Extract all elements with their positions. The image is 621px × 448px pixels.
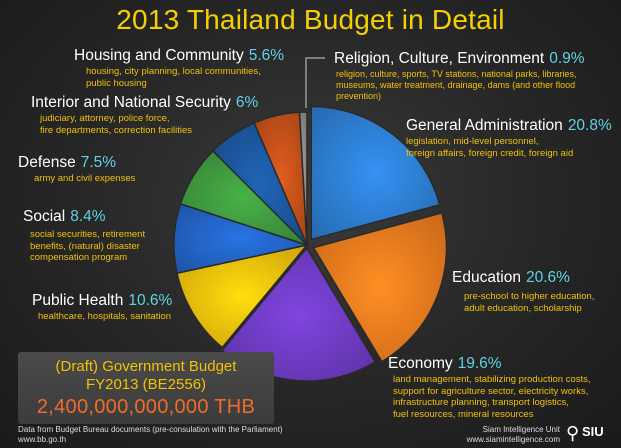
slice-percent: 5.6% [248, 47, 285, 64]
slice-desc-line: adult education, scholarship [464, 302, 582, 314]
slice-percent: 10.6% [128, 292, 173, 309]
slice-percent: 0.9% [549, 50, 585, 67]
label-interior-national-security: Interior and National Security 6% judicia… [31, 94, 258, 136]
slice-name: General Administration [406, 117, 563, 134]
label-social: Social 8.4% social securities, retirement… [23, 208, 145, 264]
slice-desc-line: benefits, (natural) disaster [30, 240, 140, 252]
slice-name: Interior and National Security [31, 94, 231, 111]
source-url: www.bb.go.th [18, 435, 67, 444]
credit-line: Siam Intelligence Unit [482, 425, 560, 434]
slice-name: Public Health [32, 292, 124, 309]
slice-desc-line: prevention) [336, 91, 382, 101]
slice-desc-line: museums, water treatment, drainage, dams… [336, 80, 576, 90]
budget-amount: 2,400,000,000,000 THB [36, 396, 256, 418]
slice-desc-line: fire departments, correction facilities [40, 124, 193, 136]
slice-percent: 20.6% [525, 269, 570, 286]
logo-mark-icon: ⚲ [566, 423, 580, 443]
label-education: Education 20.6% pre-school to higher educ… [452, 269, 594, 314]
credit-url: www.siamintelligence.com [466, 435, 560, 444]
slice-desc-line: fuel resources, mineral resources [393, 408, 534, 420]
slice-desc-line: infrastructure planning, transport logis… [393, 397, 569, 408]
slice-desc-line: religion, culture, sports, TV stations, … [336, 69, 577, 79]
pie-slice-general-administration [310, 105, 441, 241]
slice-desc-line: housing, city planning, local communitie… [86, 66, 261, 77]
slice-desc-line: healthcare, hospitals, sanitation [38, 311, 172, 322]
source-note: Data from Budget Bureau documents (pre-c… [18, 425, 283, 445]
pie-slice-religion-culture-environment [298, 111, 308, 246]
budget-total-box: (Draft) Government Budget FY2013 (BE2556… [18, 352, 274, 424]
slice-percent: 6% [235, 94, 259, 111]
slice-desc-line: pre-school to higher education, [464, 291, 595, 302]
slice-desc-line: compensation program [30, 252, 128, 263]
slice-desc-line: support for agriculture sector, electric… [393, 385, 589, 397]
label-economy: Economy 19.6% land management, stabilizin… [388, 355, 591, 420]
slice-name: Housing and Community [74, 47, 244, 64]
slice-name: Defense [18, 154, 76, 171]
pie-slice-education [312, 212, 448, 363]
slice-desc-line: foreign affairs, foreign credit, foreign… [406, 147, 574, 159]
slice-name: Social [23, 208, 66, 225]
slice-name: Religion, Culture, Environment [334, 50, 545, 67]
budget-title: (Draft) Government Budget [55, 358, 237, 375]
label-general-administration: General Administration 20.8% legislation,… [406, 117, 612, 159]
source-line: Data from Budget Bureau documents (pre-c… [18, 425, 283, 434]
slice-desc-line: land management, stabilizing production … [393, 374, 591, 385]
leader-line [305, 57, 325, 108]
slice-desc-line: legislation, mid-level personnel, [406, 136, 539, 147]
pie-slice-public-health [176, 243, 309, 349]
slice-desc-line: public housing [86, 77, 147, 89]
label-defense: Defense 7.5% army and civil expenses [18, 154, 135, 185]
siu-logo: ⚲ SIU [566, 422, 610, 444]
budget-fiscal-year: FY2013 (BE2556) [85, 376, 207, 393]
label-religion-culture-environment: Religion, Culture, Environment 0.9% relig… [334, 50, 585, 102]
slice-percent: 7.5% [80, 154, 117, 171]
slice-percent: 20.8% [567, 117, 612, 134]
slice-percent: 8.4% [70, 208, 106, 225]
label-housing-community: Housing and Community 5.6% housing, city … [74, 47, 284, 89]
slice-desc-line: judiciary, attorney, police force, [40, 113, 170, 124]
slice-percent: 19.6% [457, 355, 502, 372]
slice-desc-line: army and civil expenses [34, 173, 136, 184]
logo-text: SIU [582, 424, 604, 439]
slice-desc-line: social securities, retirement [30, 229, 146, 240]
page-title: 2013 Thailand Budget in Detail [116, 4, 505, 35]
label-public-health: Public Health 10.6% healthcare, hospitals… [32, 292, 172, 323]
slice-name: Economy [388, 355, 453, 372]
credit-note: Siam Intelligence Unit www.siamintellige… [452, 425, 560, 445]
slice-name: Education [452, 269, 521, 286]
